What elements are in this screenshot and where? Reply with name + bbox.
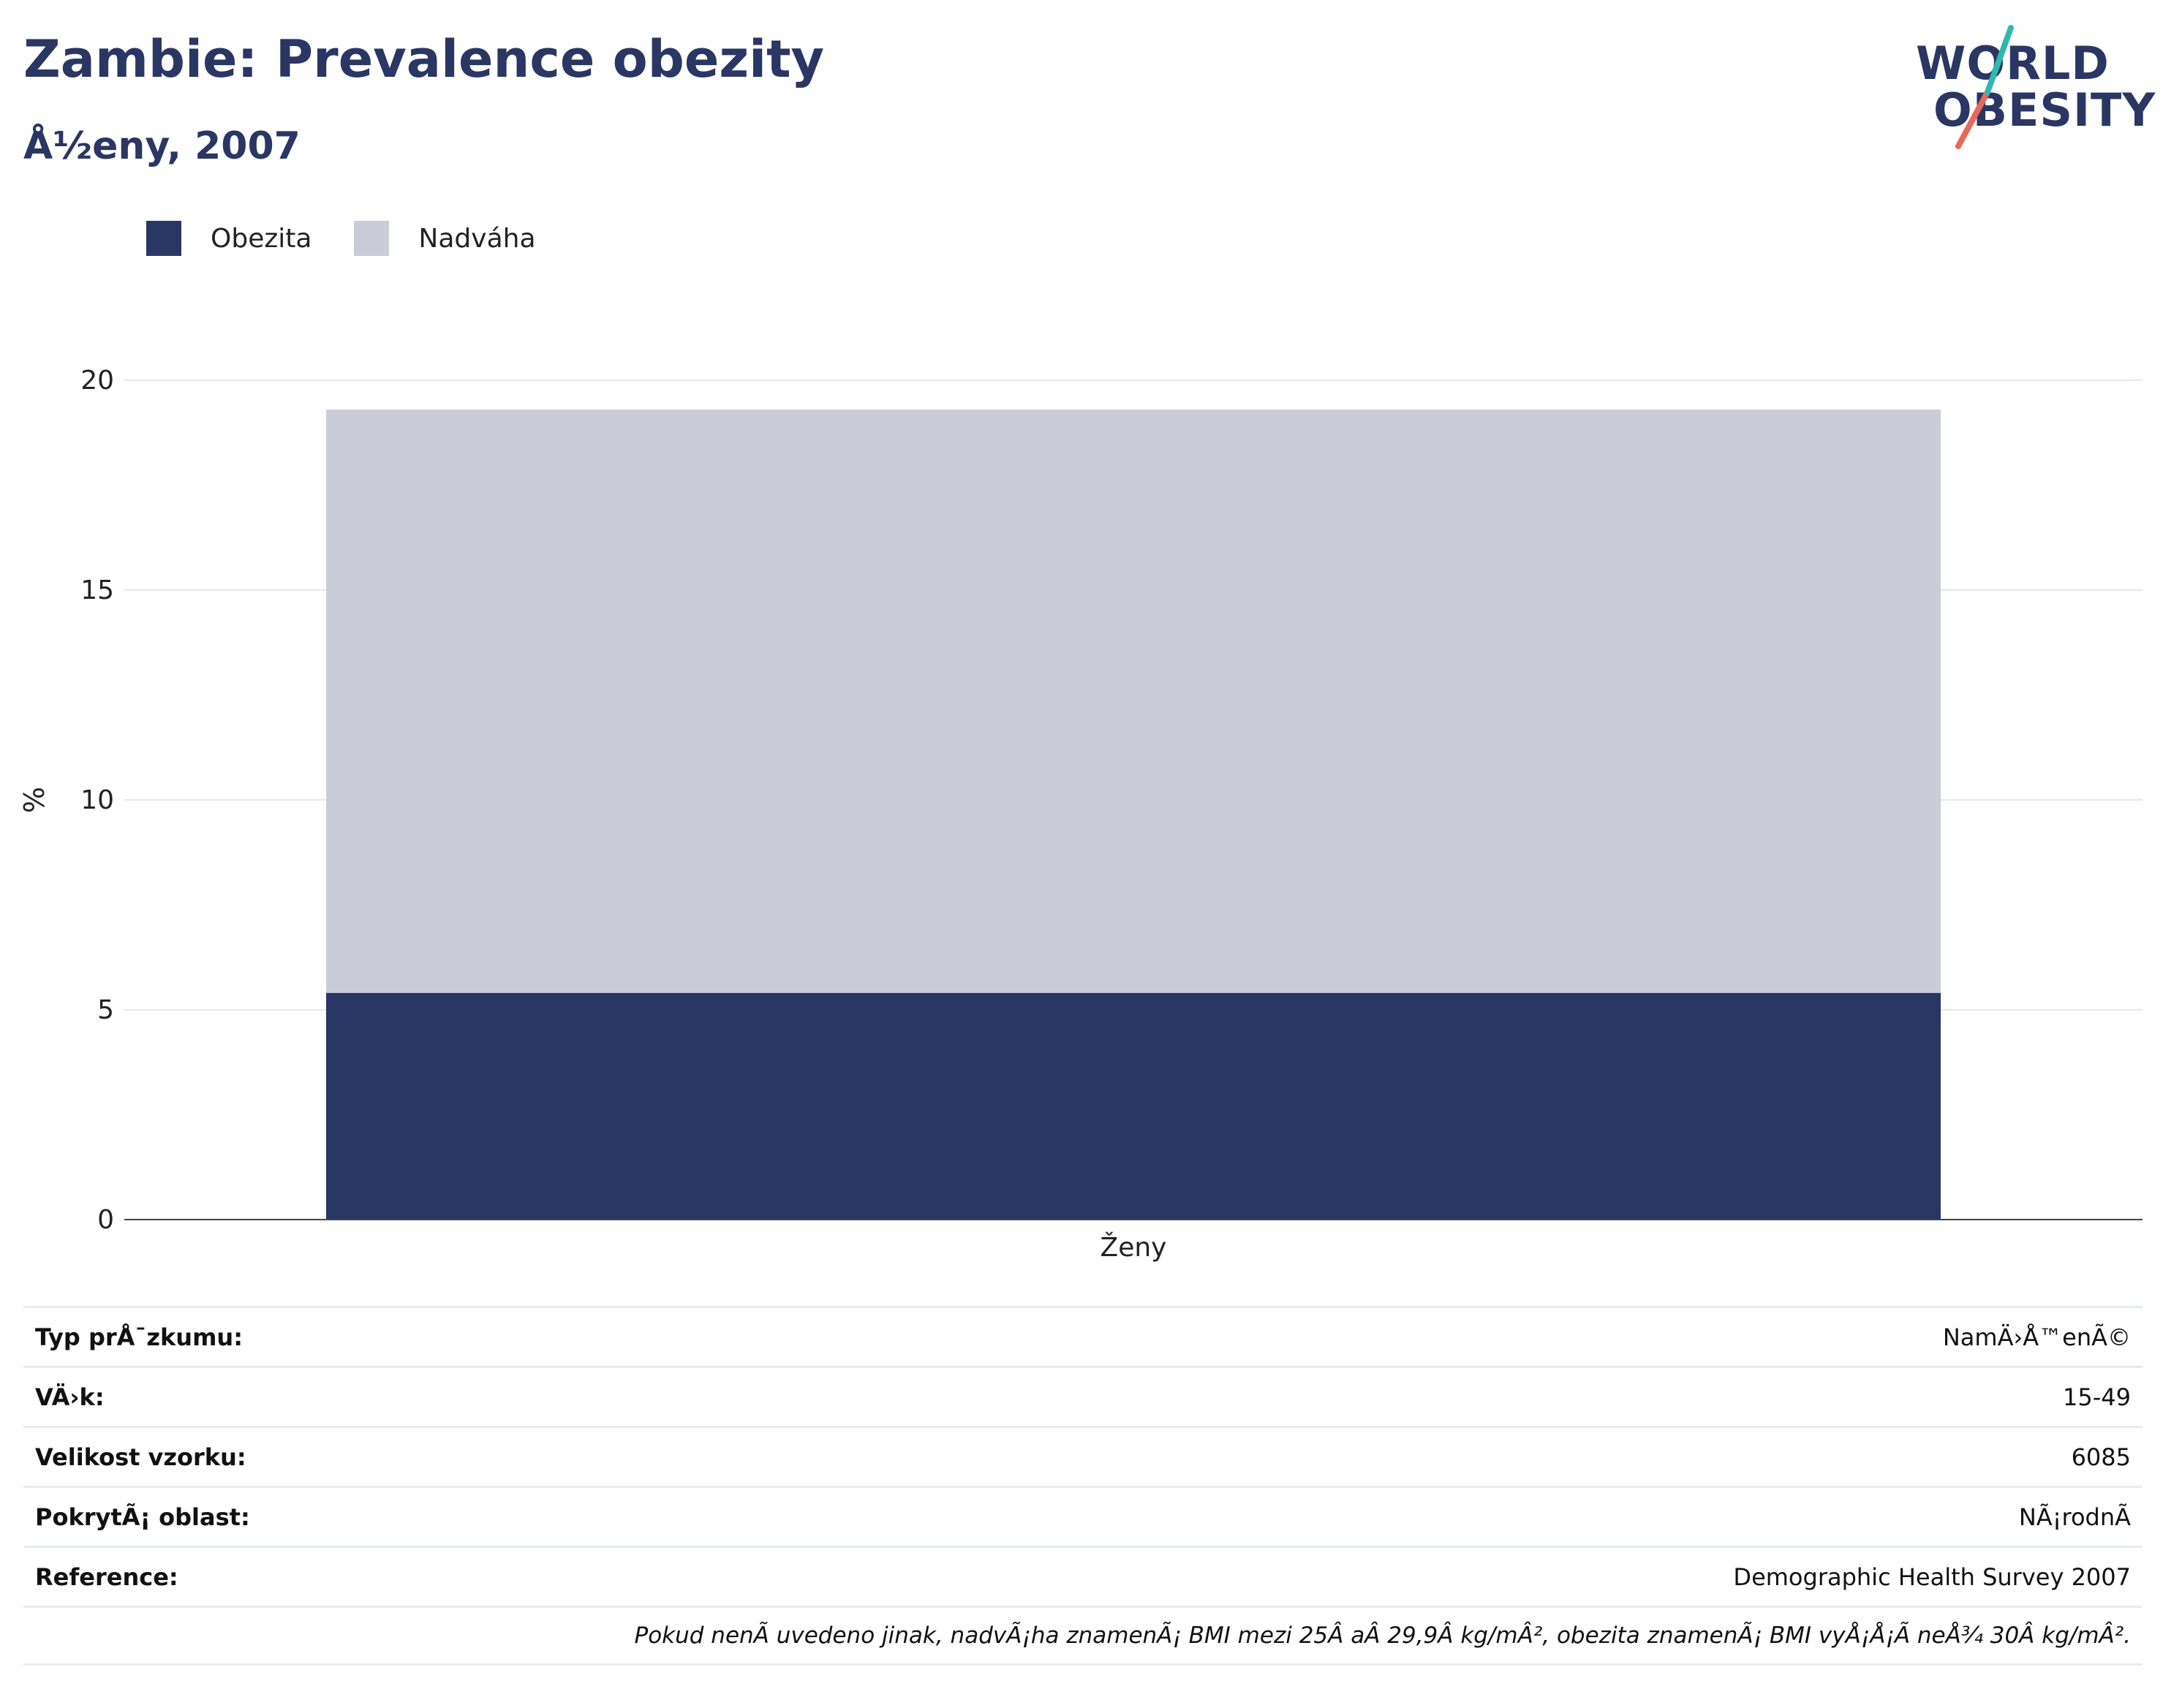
x-tick-label: Ženy [1101,1232,1167,1263]
definition-note: Pokud nenÃ uvedeno jinak, nadvÃ¡ha zname… [634,1622,2131,1649]
info-value: 6085 [2071,1443,2131,1471]
logo-slash-icon [1955,25,2014,149]
chart-title: Zambie: Prevalence obezity [23,29,825,89]
legend-label-obesity: Obezita [211,223,312,254]
bar-chart: 0 5 10 15 20 Ženy% [18,366,2143,1263]
bar-overweight [326,409,1941,994]
chart-legend: Obezita Nadváha [146,216,578,260]
info-row-survey-type: Typ prÅ¯zkumu: NamÄ›Å™enÃ© [23,1306,2143,1366]
chart-subtitle: Å½eny, 2007 [23,124,301,168]
info-key: Velikost vzorku: [35,1443,246,1471]
y-tick-label: 20 [80,366,114,396]
info-value: Demographic Health Survey 2007 [1733,1562,2131,1591]
legend-label-overweight: Nadváha [418,223,536,254]
info-key: Typ prÅ¯zkumu: [35,1323,243,1351]
legend-swatch-obesity [146,221,181,256]
info-value: 15-49 [2063,1383,2131,1411]
info-row-reference: Reference: Demographic Health Survey 200… [23,1546,2143,1606]
y-tick-label: 5 [97,995,114,1025]
info-value: NamÄ›Å™enÃ© [1942,1323,2131,1351]
logo-line-1: WORLD [1916,37,2110,90]
info-key: VÄ›k: [35,1383,105,1411]
legend-item-obesity[interactable]: Obezita [146,221,312,256]
info-row-coverage: PokrytÃ¡ oblast: NÃ¡rodnÃ [23,1486,2143,1546]
info-row-sample-size: Velikost vzorku: 6085 [23,1426,2143,1486]
legend-swatch-overweight [354,221,390,256]
info-key: PokrytÃ¡ oblast: [35,1503,250,1531]
bar-obesity [326,993,1941,1220]
y-tick-label: 0 [97,1205,114,1235]
info-table: Typ prÅ¯zkumu: NamÄ›Å™enÃ© VÄ›k: 15-49 V… [23,1306,2143,1666]
info-row-age: VÄ›k: 15-49 [23,1366,2143,1426]
info-note-row: Pokud nenÃ uvedeno jinak, nadvÃ¡ha zname… [23,1606,2143,1666]
world-obesity-logo: WORLD OBESITY [1901,22,2155,154]
y-tick-label: 10 [80,785,114,815]
y-axis-title: % [18,787,50,813]
legend-item-overweight[interactable]: Nadváha [354,221,536,256]
y-tick-label: 15 [80,575,114,605]
info-key: Reference: [35,1562,178,1591]
info-value: NÃ¡rodnÃ [2018,1503,2131,1531]
